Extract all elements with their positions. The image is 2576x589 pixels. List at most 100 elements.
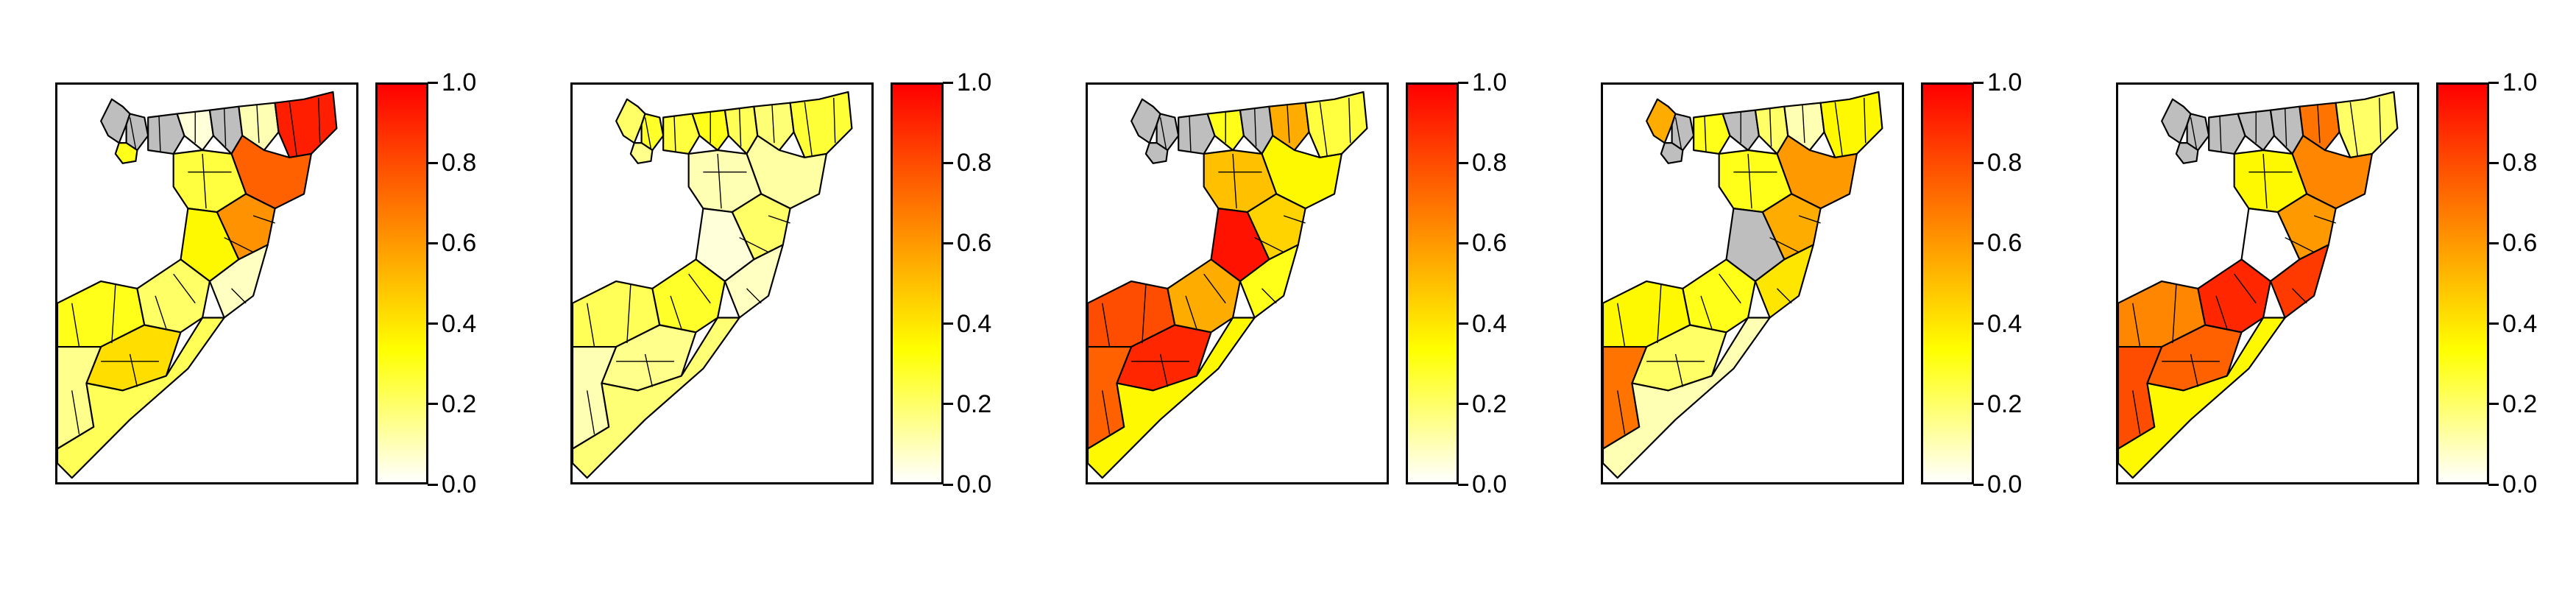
district-border — [1102, 303, 1111, 348]
district-border — [129, 117, 137, 149]
district-border — [1747, 153, 1752, 209]
region-n4 — [1268, 102, 1310, 152]
legend-colorbar — [891, 82, 944, 484]
somalia-map — [57, 91, 338, 479]
legend-tick-label: 0.8 — [442, 149, 477, 177]
district-border — [2262, 153, 2268, 209]
legend-tick-label: 0.4 — [2502, 309, 2538, 338]
district-border — [739, 237, 769, 253]
district-border — [768, 215, 790, 224]
district-border — [2234, 273, 2257, 304]
legend-tick — [428, 483, 438, 486]
somalia-map — [1088, 91, 1368, 479]
legend-colorbar — [375, 82, 428, 484]
district-border — [587, 303, 595, 348]
legend-tick — [943, 322, 953, 325]
legend-colorbar — [1406, 82, 1459, 484]
legend-tick — [1458, 483, 1468, 486]
legend-tick-label: 1.0 — [1472, 68, 1507, 96]
district-border — [1254, 237, 1284, 253]
region-n4 — [753, 102, 795, 152]
legend-tick — [943, 403, 953, 406]
district-border — [746, 288, 762, 304]
legend-tick-label: 0.4 — [957, 309, 992, 338]
district-border — [289, 102, 297, 157]
legend-tick-label: 0.6 — [1472, 229, 1507, 258]
district-border — [1348, 97, 1351, 144]
district-border — [2190, 353, 2199, 387]
legend-tick-label: 0.0 — [1472, 470, 1507, 498]
legend-tick — [943, 81, 953, 84]
legend-tick-label: 1.0 — [442, 68, 477, 96]
region-s5 — [573, 317, 740, 479]
district-border — [1262, 288, 1277, 304]
legend-tick-label: 0.6 — [957, 229, 992, 258]
legend-tick — [1973, 483, 1984, 486]
district-border — [673, 115, 676, 152]
district-border — [256, 105, 260, 144]
district-border — [231, 288, 247, 304]
region-n4 — [2299, 102, 2340, 152]
district-border — [158, 115, 161, 152]
somalia-map — [2118, 91, 2399, 479]
region-n5 — [1819, 91, 1883, 158]
region-c4 — [2269, 244, 2329, 319]
legend-tick — [1458, 403, 1468, 406]
legend-tick-label: 0.0 — [1987, 470, 2023, 498]
legend-tick-label: 0.6 — [442, 229, 477, 258]
district-border — [1283, 215, 1306, 224]
legend-tick-label: 0.6 — [2502, 229, 2538, 258]
map-panel-1: 0.0 0.2 0.4 0.6 0.8 1.0 — [0, 0, 515, 589]
district-border — [587, 390, 595, 434]
legend-tick-label: 0.8 — [1472, 149, 1507, 177]
map-frame — [55, 82, 358, 484]
legend-tick-label: 0.2 — [442, 389, 477, 418]
district-border — [2285, 237, 2315, 253]
legend-tick-label: 1.0 — [1987, 68, 2023, 96]
region-n5 — [789, 91, 853, 158]
district-border — [688, 273, 711, 304]
legend-tick-label: 0.2 — [957, 389, 992, 418]
legend-tick — [943, 483, 953, 486]
legend-tick — [428, 322, 438, 325]
legend-tick — [1458, 81, 1468, 84]
district-border — [1864, 97, 1866, 144]
map-frame — [1086, 82, 1389, 484]
district-border — [626, 284, 631, 344]
region-nw3 — [114, 142, 138, 164]
district-border — [155, 295, 167, 329]
region-c4 — [1754, 244, 1814, 319]
district-border — [1142, 284, 1147, 344]
legend-tick-label: 1.0 — [957, 68, 992, 96]
district-border — [1777, 288, 1792, 304]
region-n5 — [2335, 91, 2399, 158]
legend-tick-label: 0.6 — [1987, 229, 2023, 258]
district-border — [1657, 284, 1662, 344]
legend-tick-label: 0.8 — [2502, 149, 2538, 177]
region-nw1 — [100, 98, 131, 144]
somalia-map — [573, 91, 853, 479]
legend-tick — [428, 81, 438, 84]
district-border — [2172, 284, 2177, 344]
district-border — [804, 102, 813, 157]
district-border — [1319, 102, 1328, 157]
district-border — [1232, 153, 1237, 209]
district-border — [738, 107, 742, 147]
district-border — [2215, 295, 2228, 329]
region-c4 — [723, 244, 784, 319]
map-panel-2: 0.0 0.2 0.4 0.6 0.8 1.0 — [515, 0, 1030, 589]
district-border — [1287, 105, 1290, 144]
district-border — [1719, 273, 1741, 304]
region-s5 — [1088, 317, 1256, 479]
district-border — [1102, 390, 1111, 434]
district-border — [670, 295, 682, 329]
legend-tick — [1973, 161, 1984, 164]
legend-tick — [2488, 322, 2499, 325]
legend-tick-label: 0.4 — [1987, 309, 2023, 338]
district-border — [771, 105, 775, 144]
district-border — [1203, 273, 1226, 304]
district-border — [111, 284, 116, 344]
district-border — [2313, 215, 2336, 224]
legend-tick-label: 0.2 — [2502, 389, 2538, 418]
region-nw3 — [629, 142, 654, 164]
